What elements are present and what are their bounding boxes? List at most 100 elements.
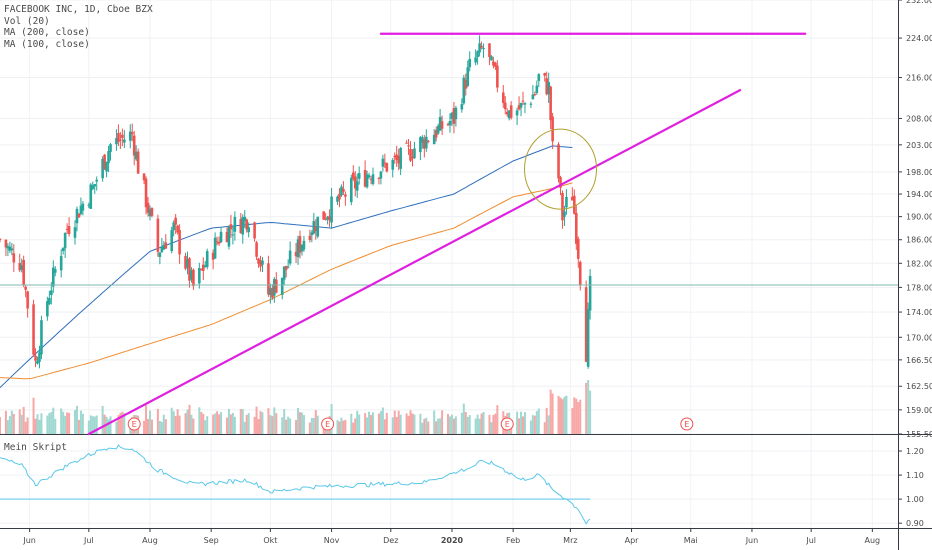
volume-bar [8,416,11,434]
candle-body [32,304,35,355]
volume-bar [344,419,347,434]
volume-bar [273,407,276,434]
candle-body [462,77,466,104]
volume-bar [40,413,43,434]
time-tick-label: Jun [22,536,36,545]
volume-bar [145,405,148,434]
volume-bar [119,412,122,434]
volume-bar [95,415,98,434]
candle-body [174,217,177,225]
candle-body [328,216,331,221]
candle-body [571,196,574,201]
volume-bar [575,398,578,434]
sub-pane-title[interactable]: Mein Skript [4,442,67,453]
volume-bar [411,413,414,434]
candle-body [385,163,389,172]
candle-body [521,100,525,102]
volume-bar [308,422,311,434]
candle-body [379,171,383,179]
volume-bar [579,399,582,434]
candle-body [351,172,355,179]
candle-body [103,154,106,170]
volume-bar [174,416,177,434]
candle-body [105,161,108,172]
earnings-marker[interactable]: E [680,417,694,431]
volume-bar [103,414,106,434]
candle-body [584,287,588,362]
candle-body [563,211,566,217]
volume-bar [370,414,373,434]
time-tick-label: Mai [684,536,698,545]
volume-bar [338,421,341,434]
candle-body [205,251,209,268]
candle-body [478,43,481,53]
candle-body [4,239,8,248]
earnings-marker[interactable]: E [500,417,514,431]
legend-volume[interactable]: Vol (20) [4,15,50,27]
candle-body [551,116,554,142]
candle-body [282,266,286,280]
volume-bar [565,395,568,434]
price-tick-label: 186.00 [906,236,932,245]
candle-body [170,230,174,252]
volume-bar [589,390,592,434]
candle-body [537,74,541,81]
candle-body [219,231,223,243]
earnings-marker[interactable]: E [127,417,141,431]
candle-body [200,269,203,271]
volume-bar [295,419,298,434]
candle-body [186,259,189,268]
candle-body [517,105,521,110]
volume-bar [421,422,424,434]
candle-body [162,244,166,250]
candle-body [296,239,300,258]
volume-bar [66,412,69,434]
volume-bar [480,413,483,434]
volume-bar [216,411,219,434]
volume-bar [259,411,262,434]
volume-bar [413,414,416,434]
volume-bar [186,409,189,434]
volume-bar [73,410,76,434]
candle-body [117,133,120,142]
volume-bar [229,414,232,434]
volume-bar [466,416,469,434]
candle-body [557,144,560,179]
candle-body [184,255,187,269]
volume-bar [60,408,63,434]
volume-bar [314,410,317,434]
sub-tick-label: 0.90 [906,519,924,528]
candle-body [316,216,320,237]
earnings-marker[interactable]: E [321,417,335,431]
candle-body [6,246,10,249]
volume-bar [529,420,532,434]
candle-body [460,104,464,110]
candle-body [496,65,499,88]
candle-body [365,174,369,188]
candle-body [466,67,470,87]
candle-body [247,227,250,233]
legend-symbol[interactable]: FACEBOOK INC, 1D, Cboe BZX [4,4,153,15]
candle-body [20,265,24,270]
volume-bar [563,396,566,434]
legend-ma100[interactable]: MA (100, close) [4,38,90,50]
chart-legend: FACEBOOK INC, 1D, Cboe BZX Vol (20) MA (… [4,4,153,50]
candle-body [419,137,422,153]
volume-bar [269,415,272,434]
volume-bar [561,399,564,434]
candle-body [436,125,440,134]
candle-body [367,175,371,178]
legend-ma200[interactable]: MA (200, close) [4,27,90,38]
candle-body [63,233,67,249]
candle-body [188,258,191,281]
candle-body [336,196,339,202]
candle-body [77,213,81,218]
price-tick-label: 178.00 [906,283,932,292]
candle-body [75,208,79,224]
ma200-line [0,182,573,380]
volume-bar [0,417,1,434]
candle-body [51,267,55,287]
candle-body [482,48,485,50]
time-tick-label: Jun [745,536,759,545]
